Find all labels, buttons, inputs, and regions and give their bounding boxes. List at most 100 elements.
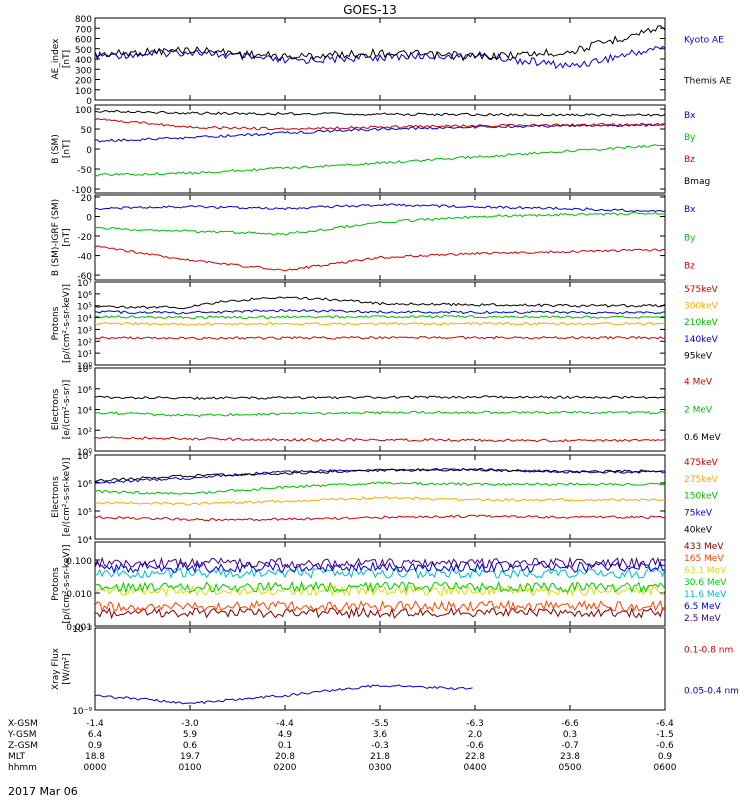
x-axis-value: 0000 — [84, 763, 107, 773]
legend-entry: 0.6 MeV — [684, 433, 721, 443]
y-tick-label: 0 — [86, 146, 92, 156]
series-line-575kev — [95, 335, 665, 340]
y-tick-label: 500 — [75, 46, 92, 56]
series-line-kyoto-ae — [95, 45, 665, 70]
x-axis-value: 0600 — [654, 763, 677, 773]
plot-title: GOES-13 — [343, 3, 397, 17]
legend-entry: 95keV — [684, 351, 713, 361]
x-axis-value: 23.8 — [560, 752, 580, 762]
x-axis-value: 0.6 — [183, 741, 198, 751]
panel-frame — [94, 454, 666, 540]
y-tick-label: 10⁴ — [77, 407, 92, 417]
y-tick-label: -100 — [72, 186, 93, 196]
series-line-165-mev — [95, 599, 665, 613]
y-tick-label: 10² — [77, 338, 92, 348]
legend-entry: 575keV — [684, 285, 719, 295]
y-tick-label: 0 — [86, 213, 92, 223]
y-tick-label: 10⁴ — [77, 536, 92, 546]
series-line-275kev — [95, 496, 665, 506]
x-axis-value: 0500 — [559, 763, 582, 773]
series-line-by — [95, 144, 665, 177]
x-axis-row-label: Y-GSM — [7, 730, 36, 740]
y-tick-label: 10¹ — [77, 350, 92, 360]
x-axis-value: 18.8 — [85, 752, 105, 762]
x-axis-value: 22.8 — [465, 752, 485, 762]
date-label: 2017 Mar 06 — [8, 785, 78, 798]
legend-entry: Bz — [684, 262, 695, 272]
series-line-bmag — [95, 109, 665, 117]
panel-protons_mev: 0.001 0.010 0.100 Protons [p/(cm²-s-sr-keV)]… — [51, 541, 727, 633]
y-tick-label: 10⁵ — [77, 303, 92, 313]
y-tick-label: 10⁵ — [77, 508, 92, 518]
y-tick-label: 10⁷ — [77, 452, 92, 462]
series-line-bz — [95, 118, 665, 131]
x-axis-value: 5.9 — [183, 730, 198, 740]
y-tick-label: 800 — [75, 15, 92, 25]
x-axis-row-label: hhmm — [8, 763, 37, 773]
x-axis-row-label: MLT — [8, 752, 26, 762]
y-tick-label: 10⁶ — [77, 386, 92, 396]
y-tick-label: 10⁶ — [77, 291, 92, 301]
x-axis-value: 6.4 — [88, 730, 103, 740]
x-axis-value: -1.5 — [656, 730, 674, 740]
x-axis-value: -5.5 — [371, 719, 389, 729]
series-line-210kev — [95, 314, 665, 320]
x-axis-value: 3.6 — [373, 730, 388, 740]
series-line-140kev — [95, 309, 665, 315]
y-axis-label: [nT] — [62, 228, 72, 246]
series-line-0.6-mev — [95, 395, 665, 400]
y-axis-label: [nT] — [62, 140, 72, 158]
legend-entry: Bmag — [684, 177, 710, 187]
legend-entry: Bx — [684, 111, 696, 121]
series-line-bz — [95, 245, 665, 272]
y-axis-label: Protons — [51, 567, 61, 601]
y-tick-label: 0.010 — [66, 590, 92, 600]
x-axis-value: 0200 — [274, 763, 297, 773]
legend-entry: 2.5 MeV — [684, 614, 721, 624]
x-axis-value: -4.4 — [276, 719, 294, 729]
x-axis-row-label: Z-GSM — [8, 741, 38, 751]
series-line-11.6-mev — [95, 566, 665, 580]
panel-b_sm: -100 -50 0 50 100 B (SM) [nT] Bx By Bz Bmag — [51, 104, 710, 196]
panel-frame — [94, 367, 666, 452]
x-axis-value: 19.7 — [180, 752, 200, 762]
x-axis-value: 0400 — [464, 763, 487, 773]
series-line-0.05-0.4-nm — [95, 684, 473, 705]
y-tick-label: 10⁶ — [77, 480, 92, 490]
legend-entry: By — [684, 233, 696, 243]
legend-entry: 165 MeV — [684, 554, 724, 564]
series-line-2.5-mev — [95, 556, 665, 570]
y-tick-label: 10⁸ — [77, 365, 92, 375]
y-tick-label: 10⁻⁸ — [72, 625, 92, 635]
y-axis-label: [e/(cm²-s-sr-keV)] — [62, 458, 72, 537]
legend-entry: Bx — [684, 205, 696, 215]
y-tick-label: -50 — [77, 166, 92, 176]
y-axis-label: [e/(cm²-s-sr)] — [62, 380, 72, 440]
y-axis-label: B (SM)-IGRF (SM) — [51, 199, 61, 276]
y-tick-label: 100 — [75, 87, 92, 97]
y-tick-label: 10⁷ — [77, 279, 92, 289]
y-axis-label: Protons — [51, 306, 61, 340]
x-axis-value: -0.6 — [656, 741, 674, 751]
y-tick-label: -20 — [77, 233, 92, 243]
legend-entry: 433 MeV — [684, 542, 724, 552]
series-line-475kev — [95, 514, 665, 522]
legend-entry: 6.5 MeV — [684, 602, 721, 612]
x-axis-value: 0.9 — [658, 752, 673, 762]
x-axis-value: -1.4 — [86, 719, 104, 729]
legend-entry: 475keV — [684, 458, 719, 468]
series-line-40kev — [95, 467, 665, 483]
x-axis-value: -0.6 — [466, 741, 484, 751]
legend-entry: 63.1 MeV — [684, 566, 727, 576]
series-line-bx — [95, 203, 665, 213]
series-line-75kev — [95, 467, 665, 484]
legend-entry: 4 MeV — [684, 378, 713, 388]
legend-entry: 210keV — [684, 318, 719, 328]
x-axis-value: -6.3 — [466, 719, 484, 729]
legend-entry: 300keV — [684, 302, 719, 312]
legend-entry: By — [684, 133, 696, 143]
y-axis-label: [W/m²] — [62, 653, 72, 684]
